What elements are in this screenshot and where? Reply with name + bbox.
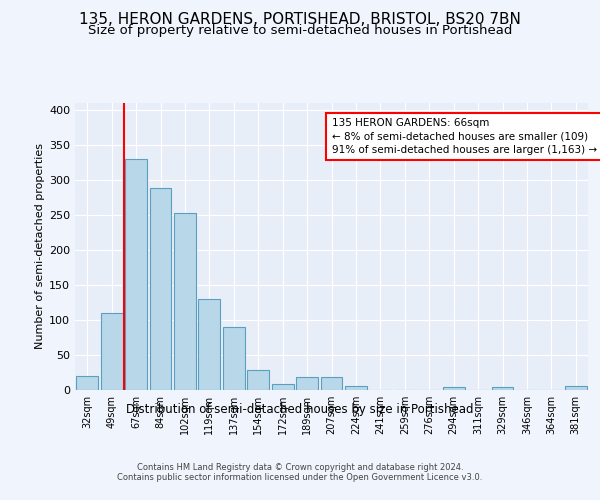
Y-axis label: Number of semi-detached properties: Number of semi-detached properties [35, 143, 45, 350]
Bar [320, 378, 343, 390]
Bar [149, 188, 172, 390]
Text: 135, HERON GARDENS, PORTISHEAD, BRISTOL, BS20 7BN: 135, HERON GARDENS, PORTISHEAD, BRISTOL,… [79, 12, 521, 28]
Bar [272, 384, 293, 390]
Bar [443, 387, 464, 390]
Text: 135 HERON GARDENS: 66sqm
← 8% of semi-detached houses are smaller (109)
91% of s: 135 HERON GARDENS: 66sqm ← 8% of semi-de… [331, 118, 596, 154]
Bar [101, 313, 122, 390]
Text: Contains public sector information licensed under the Open Government Licence v3: Contains public sector information licen… [118, 472, 482, 482]
Bar [247, 370, 269, 390]
Bar [296, 376, 318, 390]
Bar [491, 387, 514, 390]
Bar [125, 158, 147, 390]
Text: Distribution of semi-detached houses by size in Portishead: Distribution of semi-detached houses by … [126, 402, 474, 415]
Bar [199, 299, 220, 390]
Text: Contains HM Land Registry data © Crown copyright and database right 2024.: Contains HM Land Registry data © Crown c… [137, 462, 463, 471]
Bar [345, 386, 367, 390]
Bar [76, 376, 98, 390]
Bar [565, 386, 587, 390]
Bar [174, 214, 196, 390]
Bar [223, 327, 245, 390]
Text: Size of property relative to semi-detached houses in Portishead: Size of property relative to semi-detach… [88, 24, 512, 37]
